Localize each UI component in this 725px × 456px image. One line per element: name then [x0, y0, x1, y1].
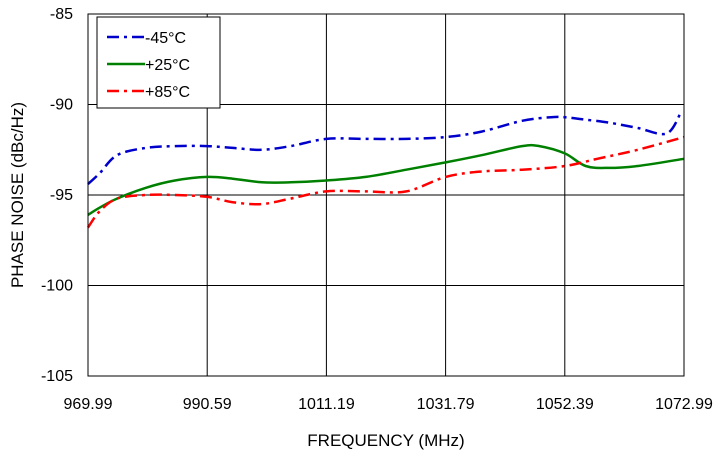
series-line-minus45	[87, 111, 683, 186]
y-tick-label: -85	[50, 6, 73, 23]
x-tick-label: 1011.19	[298, 396, 355, 413]
legend-label-plus25: +25°C	[145, 57, 190, 74]
legend-label-plus85: +85°C	[145, 84, 190, 101]
plot-area-frame	[87, 13, 685, 377]
y-axis-title: PHASE NOISE (dBc/Hz)	[8, 102, 27, 288]
x-tick-label: 969.99	[64, 396, 113, 413]
y-tick-label: -105	[41, 368, 73, 385]
x-tick-label: 990.59	[183, 396, 232, 413]
series-line-plus85	[86, 135, 685, 229]
legend: -45°C +25°C +85°C	[96, 16, 221, 109]
y-tick-label: -95	[50, 187, 73, 204]
x-tick-label: 1031.79	[417, 396, 475, 413]
tick-labels: 969.99 990.59 1011.19 1031.79 1052.39 1072.99…	[41, 6, 713, 413]
x-axis-title: FREQUENCY (MHz)	[307, 431, 464, 450]
x-tick-label: 1052.39	[536, 396, 594, 413]
y-tick-label: -100	[41, 278, 73, 295]
legend-box	[96, 16, 221, 109]
series-lines	[86, 111, 685, 229]
x-tick-label: 1072.99	[655, 396, 713, 413]
y-tick-label: -90	[50, 97, 73, 114]
legend-label-minus45: -45°C	[145, 30, 186, 47]
